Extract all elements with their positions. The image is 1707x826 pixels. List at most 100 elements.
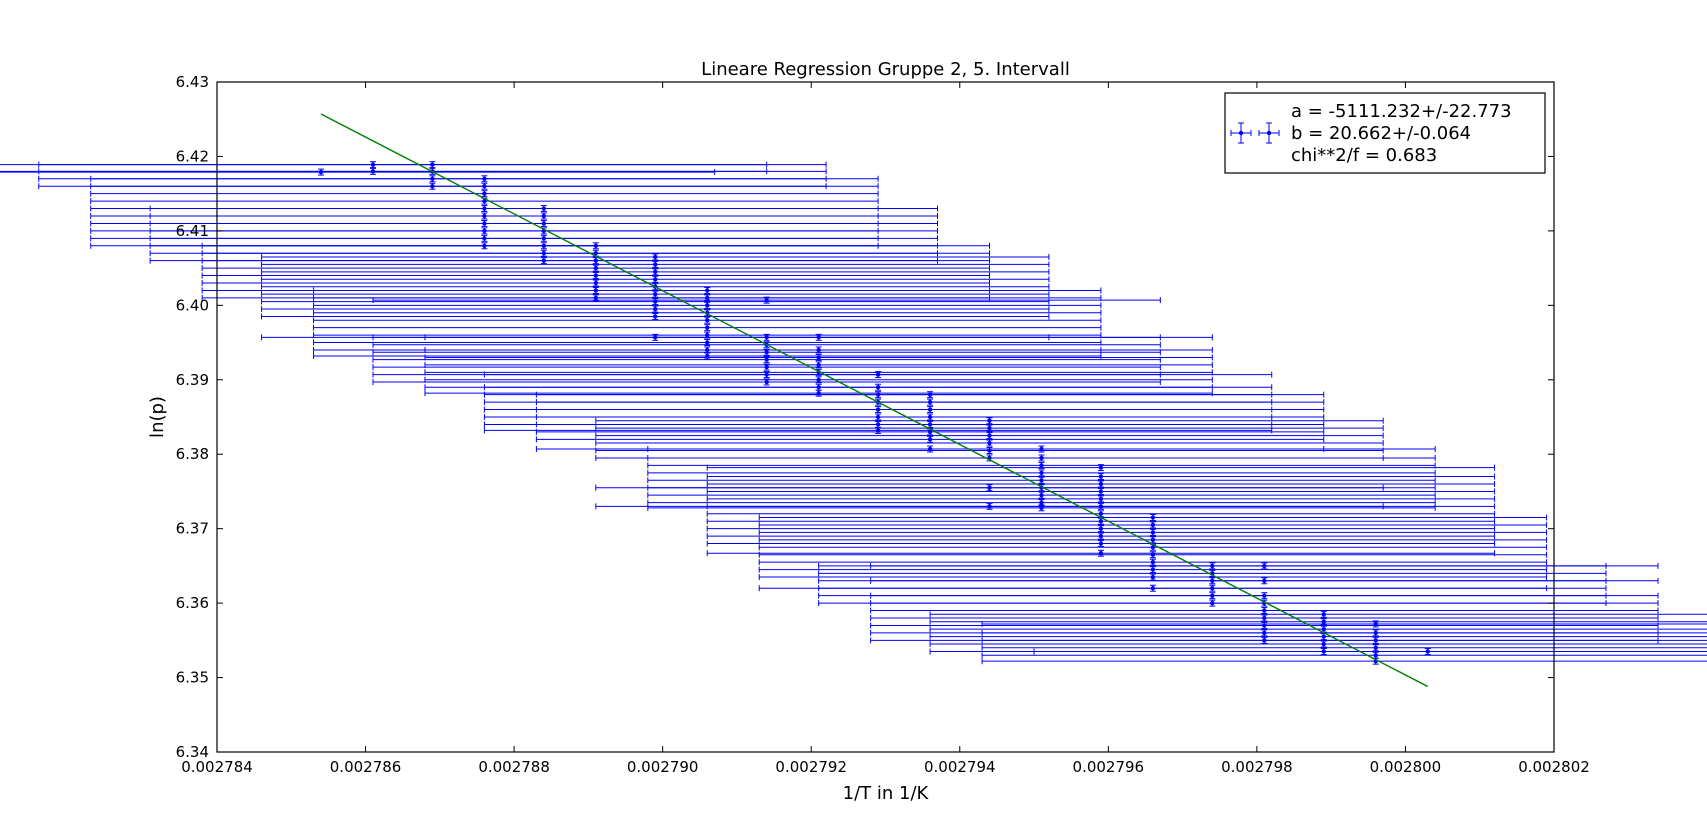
data-marker xyxy=(1098,465,1104,470)
data-marker xyxy=(1098,541,1104,546)
data-marker xyxy=(1373,653,1378,658)
x-tick-label: 0.002796 xyxy=(1073,758,1145,776)
data-point xyxy=(706,549,1496,557)
x-tick-label: 0.002802 xyxy=(1518,758,1590,776)
data-marker xyxy=(593,243,599,248)
data-point xyxy=(424,346,1213,354)
data-point xyxy=(758,558,1548,566)
data-point xyxy=(424,361,1213,369)
data-point xyxy=(706,473,1496,481)
data-point xyxy=(261,313,1050,320)
data-point xyxy=(758,566,1548,574)
data-marker xyxy=(1098,533,1104,539)
data-marker xyxy=(318,169,324,175)
legend-dot xyxy=(1266,130,1272,136)
data-marker xyxy=(1321,634,1326,639)
data-point xyxy=(981,629,1707,637)
data-point xyxy=(201,257,990,265)
data-point xyxy=(261,298,1050,306)
data-marker xyxy=(927,399,933,405)
data-point xyxy=(758,573,1548,581)
data-point xyxy=(758,528,1548,536)
data-point xyxy=(261,305,1050,313)
data-marker xyxy=(482,198,487,204)
data-marker xyxy=(541,221,547,226)
data-marker xyxy=(1321,641,1326,647)
data-marker xyxy=(1039,470,1044,476)
x-axis-title: 1/T in 1/K xyxy=(843,783,930,804)
data-point xyxy=(870,607,1659,615)
data-marker xyxy=(816,335,821,340)
data-point xyxy=(149,234,938,242)
data-marker xyxy=(1321,619,1326,624)
data-marker xyxy=(1150,522,1156,528)
data-point xyxy=(424,353,1213,361)
data-point xyxy=(706,495,1496,503)
legend-dot xyxy=(1238,130,1244,136)
data-marker xyxy=(1425,649,1430,654)
data-marker xyxy=(1150,515,1156,520)
ticks-layer: 0.002784 0.002786 0.002788 0.002790 0.002792… xyxy=(176,73,1590,776)
data-point xyxy=(483,383,1273,391)
data-point xyxy=(870,621,1659,629)
data-point xyxy=(535,391,1325,399)
data-point xyxy=(870,562,1659,570)
plot-layer xyxy=(0,113,1707,688)
data-marker xyxy=(705,295,710,301)
data-point xyxy=(149,212,938,220)
data-point xyxy=(313,286,1102,294)
data-point xyxy=(929,625,1707,633)
data-marker xyxy=(1098,519,1104,524)
y-tick-label: 6.34 xyxy=(176,743,209,761)
data-marker xyxy=(1098,526,1104,531)
data-marker xyxy=(705,318,710,323)
data-marker xyxy=(482,176,487,181)
data-point xyxy=(870,592,1659,600)
y-tick-label: 6.36 xyxy=(176,594,209,612)
data-marker xyxy=(705,340,710,345)
data-marker xyxy=(1262,563,1267,569)
data-marker xyxy=(1321,612,1326,617)
data-marker xyxy=(816,362,821,368)
data-marker xyxy=(541,213,547,219)
data-point xyxy=(706,540,1496,548)
y-tick-label: 6.43 xyxy=(176,73,209,91)
x-tick-label: 0.002792 xyxy=(775,758,847,776)
data-point xyxy=(372,296,1161,304)
y-axis-title: ln(p) xyxy=(147,396,168,438)
data-point xyxy=(201,242,990,250)
data-marker xyxy=(987,418,992,423)
y-tick-label: 6.37 xyxy=(176,520,209,538)
data-marker xyxy=(927,429,933,435)
data-point xyxy=(201,272,990,280)
data-marker xyxy=(593,258,599,263)
data-point xyxy=(372,363,1161,371)
data-point xyxy=(90,175,879,183)
data-marker xyxy=(764,379,769,385)
data-marker xyxy=(593,265,599,271)
data-point xyxy=(929,633,1707,641)
data-marker xyxy=(653,254,658,260)
data-point xyxy=(706,487,1496,495)
data-point xyxy=(201,264,990,272)
data-point xyxy=(424,376,1213,384)
data-marker xyxy=(1262,578,1267,583)
x-tick-label: 0.002788 xyxy=(478,758,550,776)
data-marker xyxy=(1262,608,1267,613)
data-point xyxy=(424,333,1213,341)
data-point xyxy=(313,301,1102,309)
x-tick-label: 0.002790 xyxy=(627,758,699,776)
data-marker xyxy=(593,273,599,278)
data-marker xyxy=(927,392,933,397)
fit-line xyxy=(320,113,1429,688)
data-point xyxy=(706,464,1496,472)
plot-frame xyxy=(216,81,1555,753)
data-marker xyxy=(482,184,487,189)
data-marker xyxy=(1150,567,1156,572)
data-point xyxy=(595,424,1384,432)
data-marker xyxy=(1150,574,1156,580)
data-point xyxy=(595,432,1384,440)
data-marker xyxy=(1039,478,1044,483)
data-point xyxy=(706,510,1496,518)
data-point xyxy=(595,417,1384,425)
